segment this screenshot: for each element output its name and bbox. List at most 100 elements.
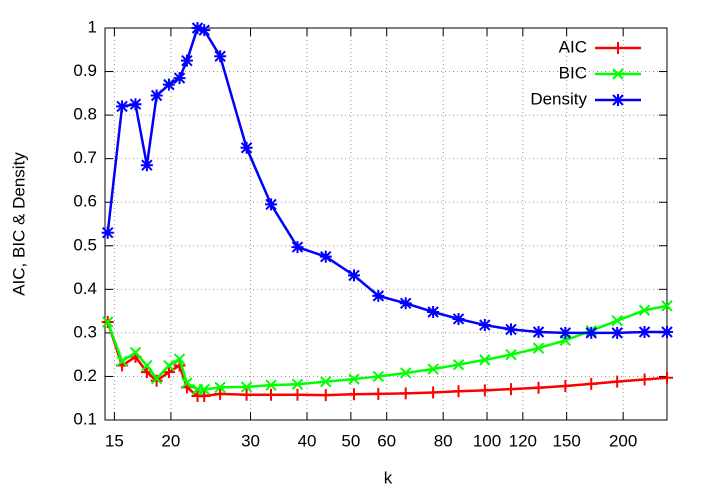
point-marker [291,388,304,401]
legend-label: Density [530,89,587,108]
point-marker [240,388,253,401]
point-marker [611,326,624,339]
point-marker [452,358,465,371]
point-marker [661,300,673,312]
point-marker [141,359,153,372]
y-tick-label: 0.1 [73,409,97,428]
point-marker [638,373,651,386]
point-marker [265,388,278,401]
point-marker [505,383,518,396]
point-marker [559,326,572,339]
point-marker [452,385,465,398]
point-marker [240,141,253,154]
point-marker [452,312,465,325]
legend-marker [612,68,624,80]
point-marker [291,241,304,254]
point-marker [479,354,491,366]
point-marker [399,367,412,379]
point-marker [265,198,278,211]
y-tick-label: 1 [88,17,97,36]
point-marker [150,89,163,102]
point-marker [214,381,226,394]
point-marker [532,381,545,394]
y-tick-label: 0.3 [73,322,97,341]
x-tick-label: 60 [377,431,396,450]
legend-label: BIC [559,63,587,82]
point-marker [638,326,651,339]
point-marker [532,326,545,339]
x-tick-label: 200 [609,431,637,450]
point-marker [150,372,163,385]
point-marker [661,371,673,384]
point-marker [559,380,572,393]
point-marker [214,50,227,63]
point-marker [102,316,114,328]
x-tick-label: 120 [509,431,537,450]
point-marker [532,342,545,354]
point-marker [399,297,412,310]
point-marker [162,366,175,379]
point-marker [191,22,204,34]
series-line [106,321,668,398]
point-marker [198,390,211,403]
y-tick-label: 0.7 [73,148,97,167]
point-marker [347,269,360,282]
y-tick-label: 0.6 [73,192,97,211]
point-marker [427,386,440,399]
legend-marker [612,94,624,106]
point-marker [180,54,193,67]
point-marker [129,98,142,111]
point-marker [585,326,598,339]
point-marker [116,355,128,367]
point-marker [129,346,142,359]
point-marker [347,388,360,401]
point-marker [478,319,491,332]
point-marker [319,389,332,402]
point-marker [585,377,598,390]
point-marker [214,387,227,400]
point-marker [173,353,186,365]
point-marker [372,289,385,302]
legend-label: AIC [559,37,587,56]
x-tick-label: 40 [298,431,317,450]
x-tick-label: 50 [341,431,360,450]
point-marker [291,378,304,390]
point-marker [348,373,360,385]
y-tick-label: 0.2 [73,366,97,385]
point-marker [427,363,439,375]
series-line [106,26,667,335]
x-tick-label: 20 [161,431,180,450]
point-marker [265,379,277,391]
point-marker [116,100,129,113]
point-marker [101,226,114,239]
point-marker [319,250,332,263]
point-marker [478,384,491,397]
y-tick-label: 0.8 [73,105,97,124]
legend-marker [612,42,624,54]
point-marker [173,72,186,85]
y-tick-label: 0.5 [73,235,97,254]
x-tick-label: 80 [434,431,453,450]
x-tick-label: 100 [473,431,501,450]
point-marker [661,326,673,339]
point-marker [505,323,518,336]
x-tick-label: 15 [105,431,124,450]
point-marker [638,304,651,316]
point-marker [372,387,385,400]
point-marker [240,381,253,393]
point-marker [163,359,175,372]
point-marker [372,370,385,383]
point-marker [505,348,517,361]
point-marker [399,387,412,400]
point-marker [181,377,193,389]
y-tick-label: 0.4 [73,279,97,298]
point-marker [198,383,210,396]
y-tick-label: 0.9 [73,61,97,80]
point-marker [198,24,211,37]
point-marker [427,305,440,318]
plot-frame [104,27,668,421]
y-axis-label: AIC, BIC & Density [9,152,28,296]
point-marker [162,78,175,91]
x-axis-label: k [384,468,393,487]
